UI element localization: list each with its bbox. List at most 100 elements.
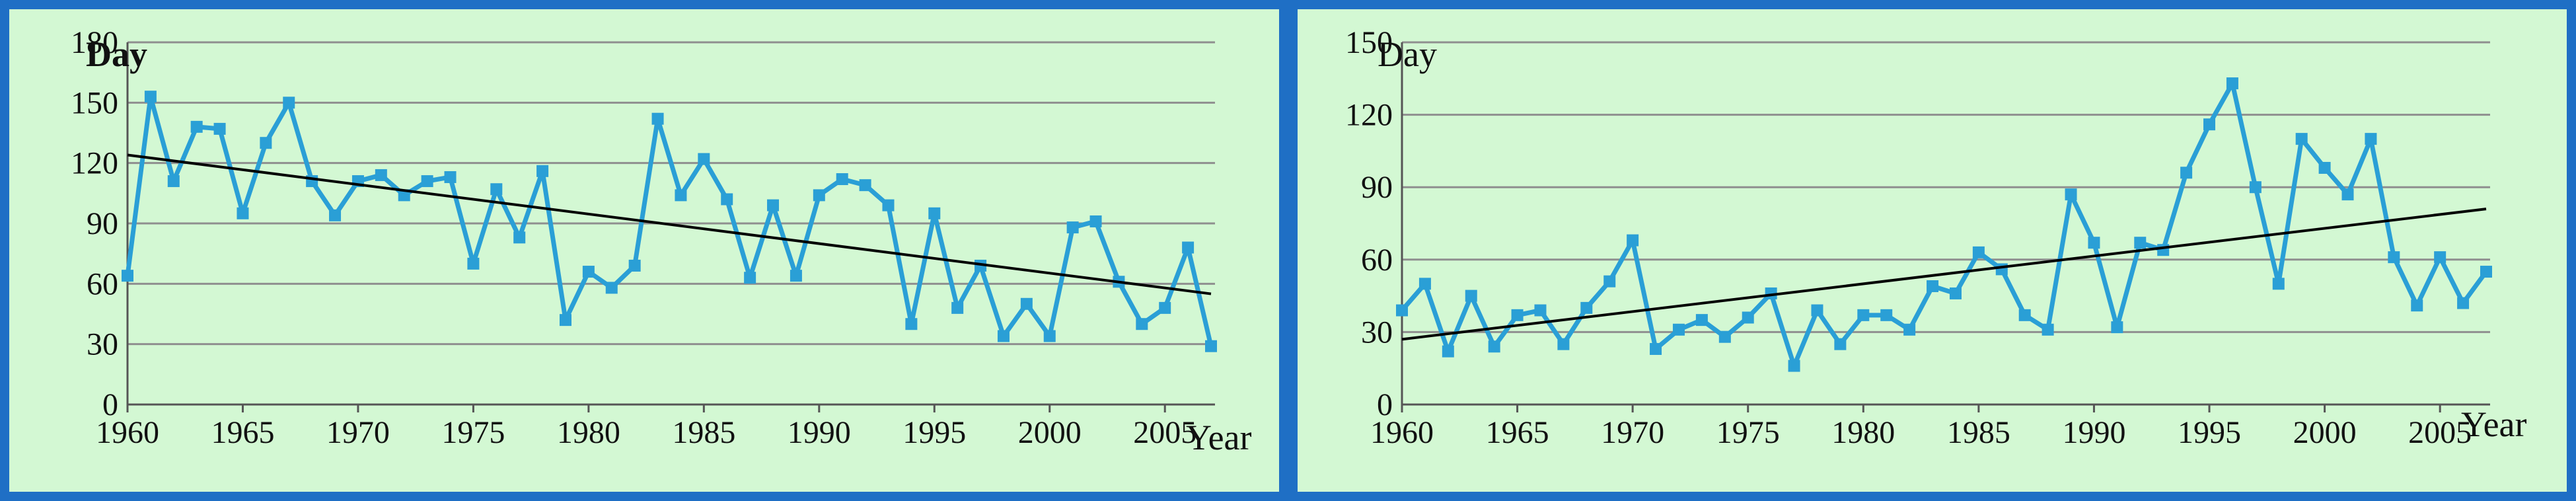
data-point [1066, 221, 1079, 234]
x-tick-label: 2005 [1133, 415, 1196, 450]
x-tick-label: 1990 [788, 415, 851, 450]
data-point [2042, 323, 2054, 336]
data-point [859, 179, 871, 192]
data-point [1627, 234, 1639, 247]
data-point [1534, 304, 1547, 317]
data-point [882, 199, 895, 212]
x-tick-label: 1990 [2062, 415, 2125, 450]
y-tick-label: 30 [87, 327, 118, 362]
y-tick-label: 150 [71, 85, 118, 120]
data-point [559, 314, 571, 327]
data-point [513, 231, 526, 244]
data-point [421, 175, 433, 188]
data-point [122, 270, 133, 282]
data-point [905, 318, 918, 330]
data-point [2457, 297, 2470, 309]
data-point [2318, 161, 2331, 174]
data-point [2065, 188, 2077, 201]
data-point [2134, 237, 2147, 249]
left-chart-panel [0, 0, 1288, 501]
data-point [1995, 263, 2008, 276]
trend-line [127, 153, 1212, 295]
data-point [213, 122, 226, 135]
y-axis-label: Day [86, 34, 147, 74]
data-point [1182, 241, 1195, 254]
data-point [2157, 244, 2170, 256]
data-point [1043, 330, 1056, 342]
data-point [444, 171, 457, 183]
data-point [628, 259, 641, 272]
x-tick-label: 1980 [1831, 415, 1895, 450]
data-point [1672, 323, 1685, 336]
x-tick-label: 1965 [1486, 415, 1549, 450]
data-point [767, 199, 780, 212]
y-tick-label: 120 [1345, 98, 1393, 133]
data-point [2018, 309, 2031, 321]
data-point [1136, 318, 1148, 330]
data-point [1159, 301, 1171, 314]
data-point [490, 183, 503, 196]
data-point [744, 272, 756, 284]
x-tick-label: 1985 [672, 415, 735, 450]
y-tick-label: 180 [71, 25, 118, 60]
y-tick-label: 150 [1345, 25, 1393, 60]
data-point [790, 270, 802, 282]
data-point [536, 165, 549, 177]
data-point [237, 207, 249, 219]
data-point [2480, 266, 2492, 278]
x-tick-label: 2000 [1018, 415, 1082, 450]
y-tick-label: 0 [1377, 387, 1393, 422]
data-point [2226, 77, 2238, 90]
x-tick-label: 1995 [2178, 415, 2241, 450]
data-point [582, 266, 595, 278]
series-line [1400, 81, 2488, 369]
data-point [2365, 133, 2377, 145]
data-point [1488, 340, 1500, 353]
x-tick-label: 2000 [2293, 415, 2357, 450]
data-point [605, 282, 618, 294]
data-point [398, 189, 410, 202]
data-point [1903, 323, 1916, 336]
x-tick-label: 2005 [2408, 415, 2472, 450]
data-point [167, 175, 180, 188]
data-point [1927, 280, 1939, 292]
data-point [1811, 304, 1823, 317]
data-point [1418, 278, 1431, 290]
x-axis-label: Year [1186, 418, 1252, 457]
data-point [1788, 360, 1800, 372]
data-point [144, 91, 157, 103]
data-point [1511, 309, 1524, 321]
data-point [1834, 338, 1847, 350]
data-point [329, 209, 342, 221]
data-point [1695, 314, 1708, 327]
data-point [836, 173, 848, 186]
data-point [2295, 133, 2308, 145]
data-point [2341, 188, 2354, 201]
x-tick-label: 1965 [211, 415, 274, 450]
data-point [721, 193, 733, 206]
data-point [2272, 278, 2285, 290]
y-tick-label: 60 [87, 266, 118, 301]
series-line [125, 94, 1214, 347]
data-point [2088, 237, 2100, 249]
x-tick-label: 1975 [1716, 415, 1780, 450]
data-point [1880, 309, 1893, 321]
data-point [1972, 246, 1985, 258]
left-chart: 0 30 60 90 120 150 180 1960 1965 1970 1975 1980 1985… [71, 25, 1252, 457]
data-point [2411, 299, 2423, 312]
data-point [1465, 289, 1477, 302]
x-tick-label: 1980 [557, 415, 620, 450]
x-tick-label: 1970 [326, 415, 390, 450]
data-point [1949, 287, 1962, 299]
x-tick-label: 1985 [1947, 415, 2010, 450]
data-point [2111, 321, 2123, 334]
data-point [375, 169, 387, 181]
data-point [2434, 251, 2447, 264]
data-point [2249, 181, 2262, 194]
data-point [951, 301, 964, 314]
data-point [283, 96, 295, 109]
x-tick-label: 1970 [1601, 415, 1664, 450]
data-point [698, 153, 710, 165]
